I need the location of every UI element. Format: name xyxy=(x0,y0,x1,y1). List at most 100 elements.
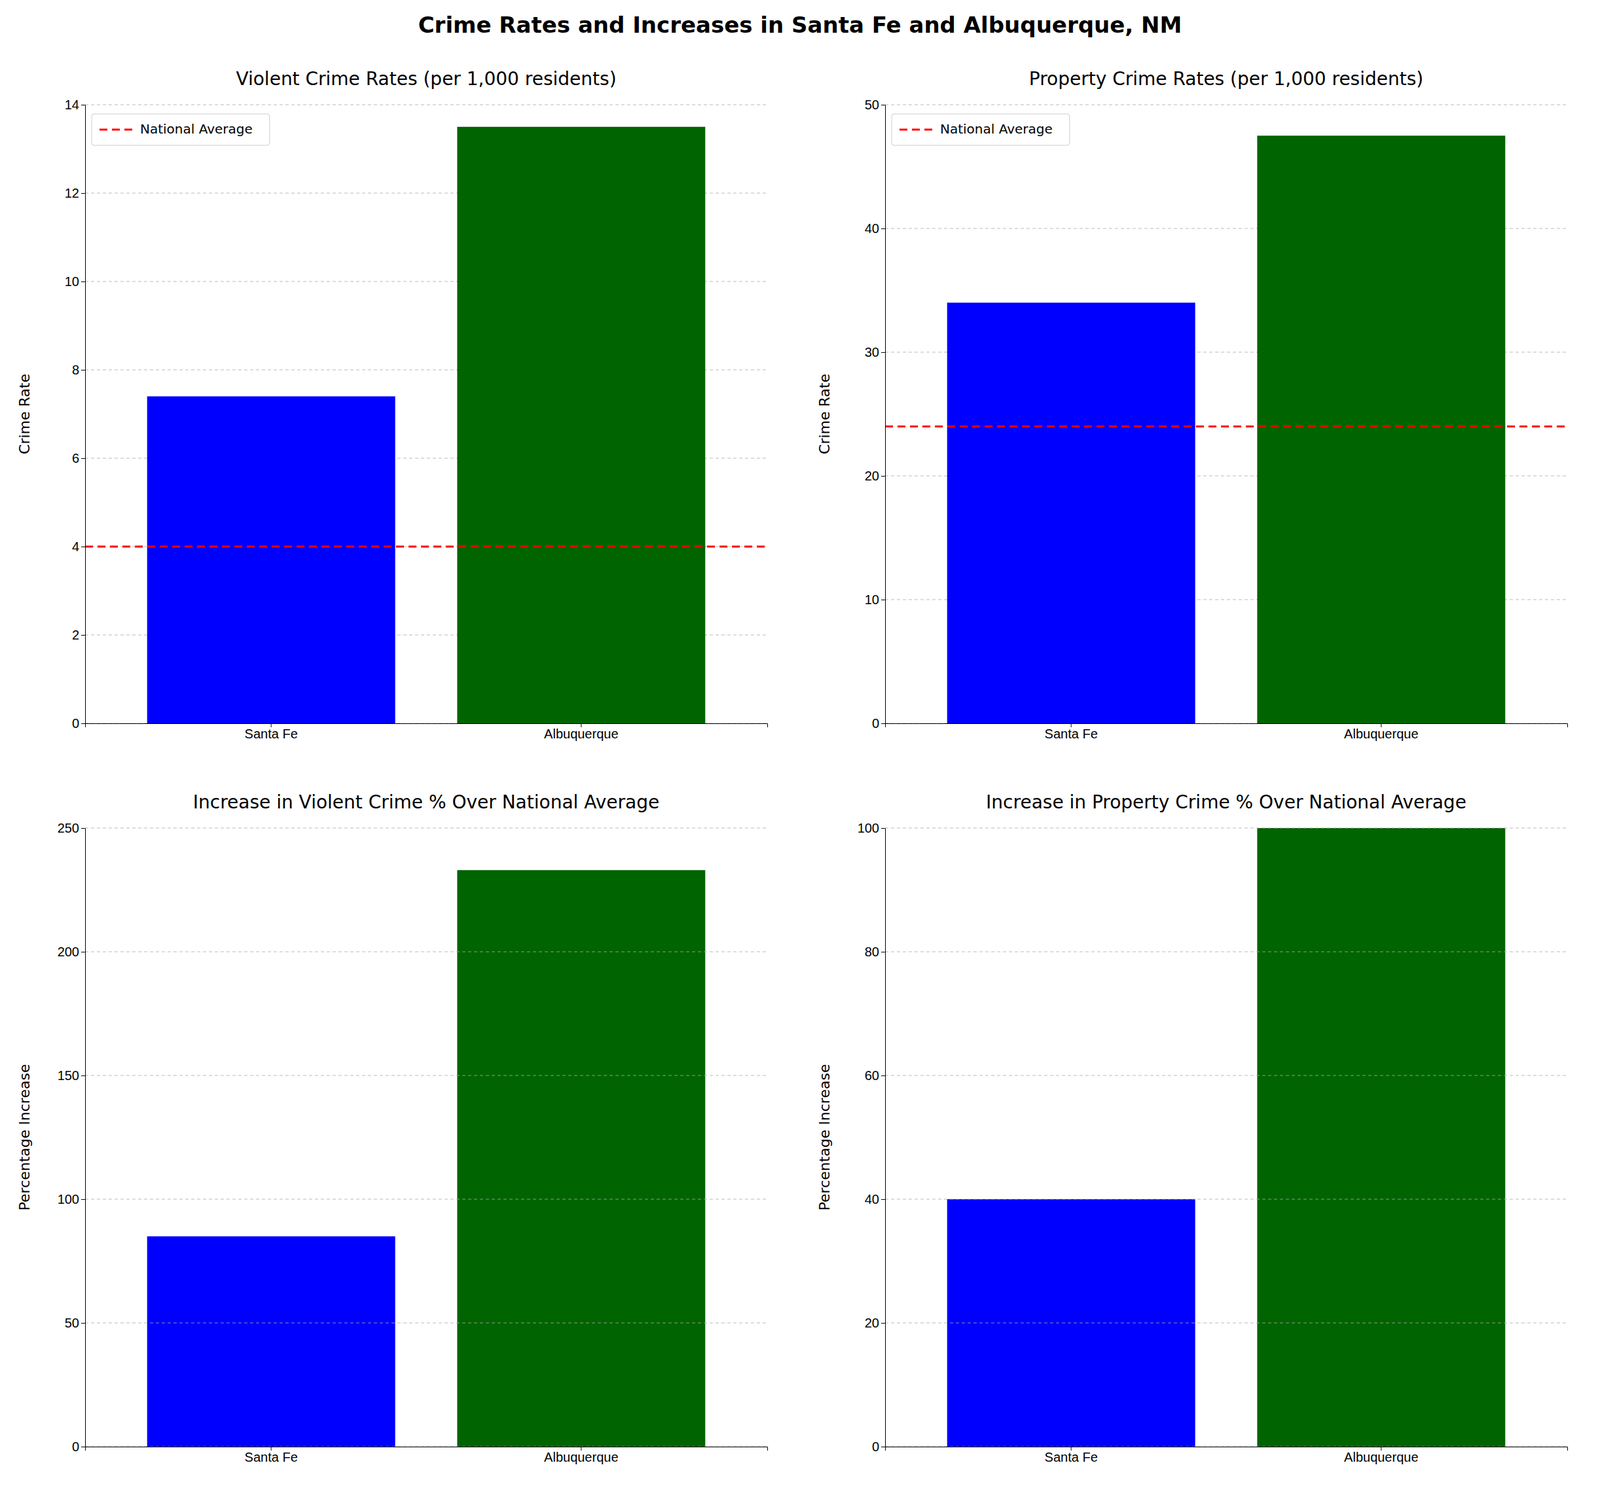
legend: National Average xyxy=(91,113,270,146)
x-tick-label: Santa Fe xyxy=(1044,726,1098,742)
y-tick: 100 xyxy=(57,1192,86,1207)
y-tick: 14 xyxy=(64,97,86,112)
grid-line xyxy=(885,951,1568,953)
y-tick: 100 xyxy=(857,820,886,836)
marks xyxy=(147,870,706,1447)
y-tick-label: 10 xyxy=(64,274,80,289)
y-tick: 0 xyxy=(72,1439,86,1455)
y-tick-label: 4 xyxy=(72,539,80,554)
x-axis: Santa FeAlbuquerque xyxy=(885,723,1568,742)
y-tick-label: 30 xyxy=(864,345,880,360)
y-tick: 250 xyxy=(57,820,86,836)
panel: 0 50 100 150 200 250 Santa FeAlbuquerque Increa… xyxy=(16,791,768,1465)
y-tick-mark xyxy=(881,828,886,829)
y-axis: 0 10 20 30 40 50 xyxy=(864,97,886,731)
suptitle: Crime Rates and Increases in Santa Fe an… xyxy=(418,11,1183,38)
grid-line xyxy=(85,828,768,829)
y-tick-mark xyxy=(881,1323,886,1324)
y-tick: 0 xyxy=(872,716,886,731)
y-tick-mark xyxy=(881,228,886,230)
y-tick-label: 200 xyxy=(57,944,80,960)
x-axis-line xyxy=(885,724,1568,728)
y-tick: 50 xyxy=(64,1315,86,1331)
y-tick-label: 8 xyxy=(72,362,80,378)
legend-swatch xyxy=(899,128,933,131)
y-tick-label: 40 xyxy=(864,221,880,236)
legend-label: National Average xyxy=(140,121,253,137)
x-tick-label: Albuquerque xyxy=(544,726,619,742)
y-tick: 0 xyxy=(872,1439,886,1455)
y-tick: 8 xyxy=(72,362,86,378)
grid-line xyxy=(85,951,768,953)
bar xyxy=(456,870,706,1447)
y-axis: 0 20 40 60 80 100 xyxy=(857,820,886,1455)
y-tick-label: 20 xyxy=(864,1315,880,1331)
x-axis-line xyxy=(85,724,768,728)
y-tick: 200 xyxy=(57,944,86,960)
y-tick-label: 6 xyxy=(72,451,80,466)
y-tick-mark xyxy=(81,951,86,953)
x-axis: Santa FeAlbuquerque xyxy=(85,1446,768,1465)
y-tick-label: 100 xyxy=(857,820,880,836)
y-tick-label: 12 xyxy=(64,185,80,201)
grid xyxy=(885,828,1568,1447)
y-tick-label: 10 xyxy=(864,592,880,607)
y-tick-label: 250 xyxy=(57,820,80,836)
x-axis: Santa Fe Albuquerque xyxy=(85,723,768,742)
y-tick: 20 xyxy=(864,468,886,484)
y-tick: 50 xyxy=(864,97,886,112)
panel: 020406080100Santa FeAlbuquerqueIncrease … xyxy=(816,791,1568,1465)
y-tick-mark xyxy=(81,369,86,371)
y-tick: 4 xyxy=(72,539,86,554)
grid-line xyxy=(85,546,768,548)
plot-area: 020406080100Santa FeAlbuquerqueIncrease … xyxy=(816,791,1568,1465)
y-tick-label: 150 xyxy=(57,1068,80,1083)
y-axis: 02468101214 xyxy=(64,97,86,731)
y-tick: 80 xyxy=(864,944,886,960)
y-tick-mark xyxy=(881,352,886,353)
reference-line xyxy=(885,425,1568,428)
y-tick: 12 xyxy=(64,185,86,201)
x-axis-line xyxy=(885,1447,1568,1452)
grid xyxy=(85,104,768,724)
y-tick: 40 xyxy=(864,1192,886,1207)
y-tick-label: 0 xyxy=(872,716,880,731)
y-tick-label: 0 xyxy=(872,1439,880,1455)
x-axis-line xyxy=(85,1447,768,1452)
bar xyxy=(947,302,1196,724)
y-tick-label: 2 xyxy=(72,627,80,643)
grid-line xyxy=(85,1323,768,1324)
y-axis-line xyxy=(881,828,886,1448)
y-tick-mark xyxy=(881,1075,886,1077)
y-tick: 30 xyxy=(864,345,886,360)
plot-area: 02468101214Santa FeAlbuquerqueViolent Cr… xyxy=(16,68,768,742)
y-axis: 0 50 100 150 200 250 xyxy=(57,820,86,1455)
x-tick: Albuquerque xyxy=(1344,1446,1419,1465)
y-axis-line xyxy=(81,828,86,1448)
y-tick-mark xyxy=(881,723,886,725)
y-axis-line xyxy=(881,105,886,725)
y-tick: 40 xyxy=(864,221,886,236)
y-tick-mark xyxy=(81,193,86,194)
y-tick-label: 60 xyxy=(864,1068,880,1083)
x-tick: Santa Fe xyxy=(244,723,298,742)
y-tick-mark xyxy=(81,281,86,283)
y-axis-title: Crime Rate xyxy=(816,373,833,455)
y-tick-mark xyxy=(881,951,886,953)
y-tick: 150 xyxy=(57,1068,86,1083)
panel: 01020304050Santa FeAlbuquerqueProperty C… xyxy=(816,68,1568,742)
y-tick: 10 xyxy=(64,274,86,289)
chart: Crime Rates and Increases in Santa Fe an… xyxy=(0,0,1600,1499)
subplot-title: Increase in Violent Crime % Over Nationa… xyxy=(193,791,660,814)
plot-area: 01020304050Santa FeAlbuquerqueProperty C… xyxy=(816,68,1568,742)
grid-line xyxy=(885,1199,1568,1200)
y-tick-mark xyxy=(81,1446,86,1448)
y-axis-title: Crime Rate xyxy=(16,373,33,455)
grid-line xyxy=(85,1199,768,1200)
legend-box xyxy=(91,113,270,146)
y-tick: 60 xyxy=(864,1068,886,1083)
plot-area: 0 50 100 150 200 250 Santa FeAlbuquerque Increa… xyxy=(16,791,768,1465)
y-tick: 10 xyxy=(864,592,886,607)
x-tick: Santa Fe xyxy=(244,1446,298,1465)
panel: 02468101214Santa FeAlbuquerqueViolent Cr… xyxy=(16,68,768,742)
